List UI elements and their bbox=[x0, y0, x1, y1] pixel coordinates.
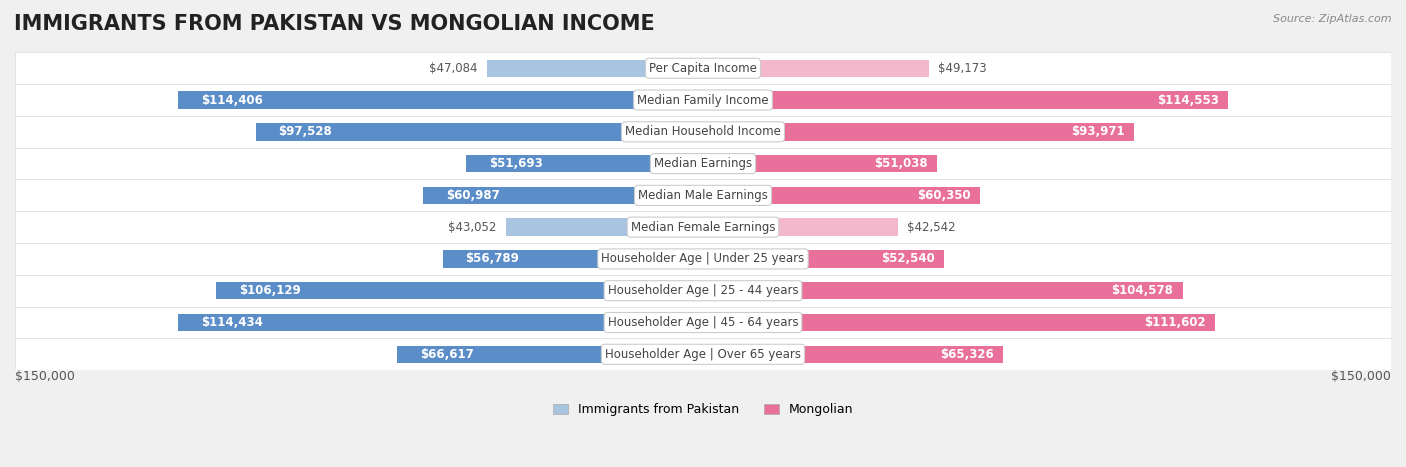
Text: $97,528: $97,528 bbox=[278, 125, 332, 138]
Text: Householder Age | Over 65 years: Householder Age | Over 65 years bbox=[605, 348, 801, 361]
FancyBboxPatch shape bbox=[486, 59, 703, 77]
FancyBboxPatch shape bbox=[15, 307, 1391, 339]
FancyBboxPatch shape bbox=[179, 91, 703, 109]
FancyBboxPatch shape bbox=[423, 187, 703, 204]
Text: Median Female Earnings: Median Female Earnings bbox=[631, 221, 775, 234]
FancyBboxPatch shape bbox=[703, 314, 1215, 331]
FancyBboxPatch shape bbox=[398, 346, 703, 363]
FancyBboxPatch shape bbox=[703, 346, 1002, 363]
Text: $150,000: $150,000 bbox=[1331, 370, 1391, 383]
FancyBboxPatch shape bbox=[703, 250, 943, 268]
Text: Householder Age | 25 - 44 years: Householder Age | 25 - 44 years bbox=[607, 284, 799, 297]
FancyBboxPatch shape bbox=[256, 123, 703, 141]
FancyBboxPatch shape bbox=[15, 52, 1391, 84]
FancyBboxPatch shape bbox=[703, 219, 898, 236]
Text: $114,434: $114,434 bbox=[201, 316, 263, 329]
Text: $51,693: $51,693 bbox=[489, 157, 543, 170]
FancyBboxPatch shape bbox=[506, 219, 703, 236]
FancyBboxPatch shape bbox=[15, 148, 1391, 179]
Text: $51,038: $51,038 bbox=[875, 157, 928, 170]
Text: $60,987: $60,987 bbox=[446, 189, 501, 202]
Text: $60,350: $60,350 bbox=[917, 189, 970, 202]
FancyBboxPatch shape bbox=[703, 123, 1135, 141]
Text: $93,971: $93,971 bbox=[1071, 125, 1125, 138]
FancyBboxPatch shape bbox=[15, 275, 1391, 307]
FancyBboxPatch shape bbox=[703, 187, 980, 204]
FancyBboxPatch shape bbox=[15, 243, 1391, 275]
FancyBboxPatch shape bbox=[217, 282, 703, 299]
FancyBboxPatch shape bbox=[179, 314, 703, 331]
FancyBboxPatch shape bbox=[443, 250, 703, 268]
Text: Source: ZipAtlas.com: Source: ZipAtlas.com bbox=[1274, 14, 1392, 24]
Text: $104,578: $104,578 bbox=[1112, 284, 1174, 297]
Text: $66,617: $66,617 bbox=[420, 348, 474, 361]
Text: $49,173: $49,173 bbox=[938, 62, 987, 75]
Text: $114,406: $114,406 bbox=[201, 93, 263, 106]
FancyBboxPatch shape bbox=[15, 116, 1391, 148]
Legend: Immigrants from Pakistan, Mongolian: Immigrants from Pakistan, Mongolian bbox=[548, 398, 858, 421]
Text: IMMIGRANTS FROM PAKISTAN VS MONGOLIAN INCOME: IMMIGRANTS FROM PAKISTAN VS MONGOLIAN IN… bbox=[14, 14, 655, 34]
FancyBboxPatch shape bbox=[15, 179, 1391, 211]
Text: Householder Age | Under 25 years: Householder Age | Under 25 years bbox=[602, 253, 804, 265]
Text: $111,602: $111,602 bbox=[1144, 316, 1206, 329]
FancyBboxPatch shape bbox=[15, 339, 1391, 370]
Text: Median Family Income: Median Family Income bbox=[637, 93, 769, 106]
Text: Per Capita Income: Per Capita Income bbox=[650, 62, 756, 75]
FancyBboxPatch shape bbox=[703, 155, 936, 172]
Text: Median Household Income: Median Household Income bbox=[626, 125, 780, 138]
Text: $42,542: $42,542 bbox=[907, 221, 956, 234]
FancyBboxPatch shape bbox=[703, 59, 928, 77]
Text: Householder Age | 45 - 64 years: Householder Age | 45 - 64 years bbox=[607, 316, 799, 329]
Text: $43,052: $43,052 bbox=[449, 221, 496, 234]
Text: $47,084: $47,084 bbox=[429, 62, 478, 75]
Text: $150,000: $150,000 bbox=[15, 370, 75, 383]
FancyBboxPatch shape bbox=[703, 282, 1182, 299]
Text: $52,540: $52,540 bbox=[882, 253, 935, 265]
Text: $106,129: $106,129 bbox=[239, 284, 301, 297]
FancyBboxPatch shape bbox=[15, 211, 1391, 243]
Text: $56,789: $56,789 bbox=[465, 253, 519, 265]
Text: $65,326: $65,326 bbox=[939, 348, 994, 361]
FancyBboxPatch shape bbox=[703, 91, 1229, 109]
Text: Median Male Earnings: Median Male Earnings bbox=[638, 189, 768, 202]
Text: Median Earnings: Median Earnings bbox=[654, 157, 752, 170]
FancyBboxPatch shape bbox=[465, 155, 703, 172]
Text: $114,553: $114,553 bbox=[1157, 93, 1219, 106]
FancyBboxPatch shape bbox=[15, 84, 1391, 116]
